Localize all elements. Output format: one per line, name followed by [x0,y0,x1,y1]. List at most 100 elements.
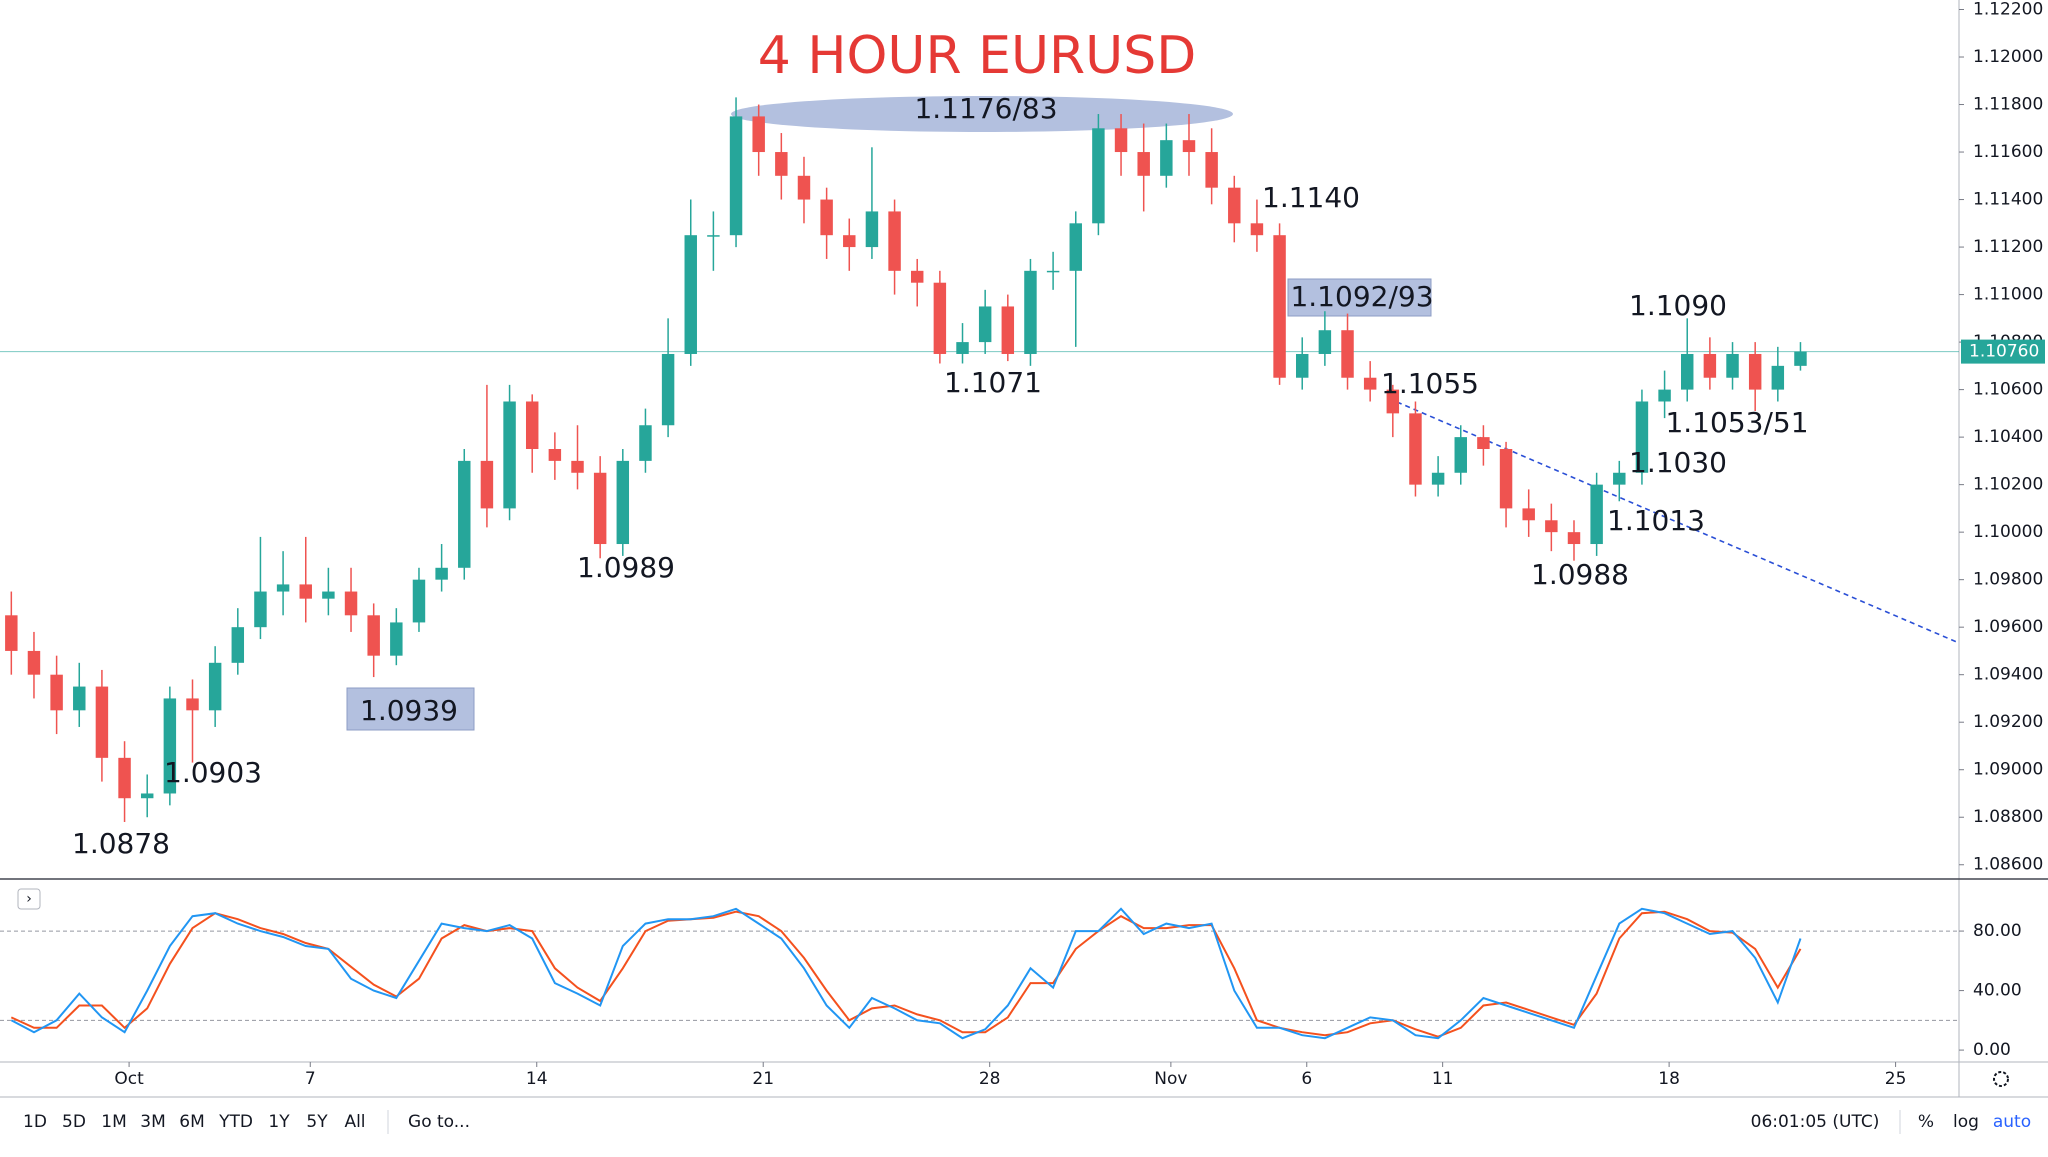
candle-body [1114,128,1128,153]
candle-body [322,591,335,599]
price-annotation: 1.1055 [1381,367,1479,400]
price-tick-label: 1.10200 [1973,475,2043,495]
price-annotation: 1.0989 [577,551,675,584]
candle-body [1228,187,1241,224]
price-tick-label: 1.09400 [1973,665,2043,685]
candle-body [1431,472,1445,485]
candle-body [95,686,109,758]
candle-body [1748,353,1762,390]
price-annotation: 1.1071 [944,366,1042,399]
range-button[interactable]: 6M [179,1112,204,1132]
scale-option[interactable]: log [1953,1112,1979,1132]
price-tick-label: 1.10600 [1973,380,2043,400]
candle-body [27,650,41,675]
price-annotation: 1.0878 [72,827,170,860]
candle-body [208,662,222,711]
candle-body [843,235,856,248]
highlight-ellipse [731,96,1233,132]
stoch-tick-label: 40.00 [1973,981,2022,1001]
time-tick-label: 14 [526,1069,548,1089]
price-tick-label: 1.08600 [1973,855,2043,875]
candle-body [1024,270,1037,354]
candle-body [5,615,18,651]
candle-body [1499,449,1513,509]
candle-body [1160,140,1173,176]
candle-body [73,686,86,711]
candle-body [1137,152,1150,176]
candle-body [593,472,607,545]
candle-body [1046,270,1060,273]
time-tick-label: 6 [1301,1069,1312,1089]
candle-body [1635,401,1649,473]
range-button[interactable]: 1Y [268,1112,290,1132]
candle-body [1001,306,1015,354]
candle-body [435,567,448,580]
candle-body [480,460,494,509]
range-button[interactable]: 5Y [306,1112,328,1132]
candle-body [344,591,358,616]
range-button[interactable]: 5D [62,1112,86,1132]
candle-body [1250,223,1264,236]
time-tick-label: 18 [1658,1069,1680,1089]
candle-body [978,306,992,343]
candle-body [910,270,924,283]
highlight-box [1287,278,1432,317]
price-annotation: 1.0988 [1531,558,1629,591]
candle-body [1567,532,1581,545]
candle-body [140,793,154,799]
time-tick-label: Oct [114,1069,144,1089]
candle-body [1613,472,1626,485]
price-annotation: 1.0903 [164,756,262,789]
candle-body [50,674,63,711]
settings-icon[interactable] [1993,1071,2009,1087]
candle-body [390,622,403,656]
time-tick-label: Nov [1154,1069,1187,1089]
candle-body [186,698,199,711]
candle-body [820,199,833,236]
candle-body [231,627,245,663]
candle-body [729,116,743,236]
candle-body [684,235,697,354]
price-tick-label: 1.09200 [1973,712,2043,732]
candle-body [1092,128,1105,224]
range-button[interactable]: YTD [218,1112,253,1132]
range-button[interactable]: 1M [101,1112,126,1132]
chart-title: 4 HOUR EURUSD [758,26,1197,86]
price-tick-label: 1.11200 [1973,237,2043,257]
candle-body [956,342,969,354]
price-tick-label: 1.09800 [1973,570,2043,590]
price-tick-label: 1.11800 [1973,95,2043,115]
last-price-label: 1.10760 [1969,342,2039,362]
candle-body [1386,389,1400,414]
price-annotation: 1.1140 [1262,181,1360,214]
price-tick-label: 1.12200 [1973,0,2043,20]
candle-body [525,401,539,450]
pane-toggle[interactable] [17,888,41,910]
candle-body [163,698,177,794]
candle-body [503,401,516,509]
candle-body [752,116,765,153]
price-annotation: 1.1013 [1607,504,1705,537]
candle-body [1771,365,1785,390]
candle-body [661,353,675,426]
range-button[interactable]: 3M [140,1112,165,1132]
candle-body [1477,437,1490,450]
candle-body [1681,353,1694,390]
candle-body [616,460,630,545]
price-annotation: 1.1090 [1629,289,1727,322]
range-button[interactable]: 1D [23,1112,47,1132]
candle-body [707,235,720,237]
goto-button[interactable]: Go to... [408,1112,470,1132]
range-button[interactable]: All [344,1112,365,1132]
candle-body [1545,520,1558,533]
candle-body [1205,152,1218,188]
stoch-tick-label: 80.00 [1973,921,2022,941]
stoch-line [10,910,1802,1038]
scale-option[interactable]: auto [1993,1112,2031,1132]
pane-toggle-icon[interactable]: › [26,891,32,907]
scale-option[interactable]: % [1918,1112,1934,1132]
price-annotation: 1.1030 [1629,446,1727,479]
price-tick-label: 1.08800 [1973,807,2043,827]
candle-body [1454,437,1467,473]
